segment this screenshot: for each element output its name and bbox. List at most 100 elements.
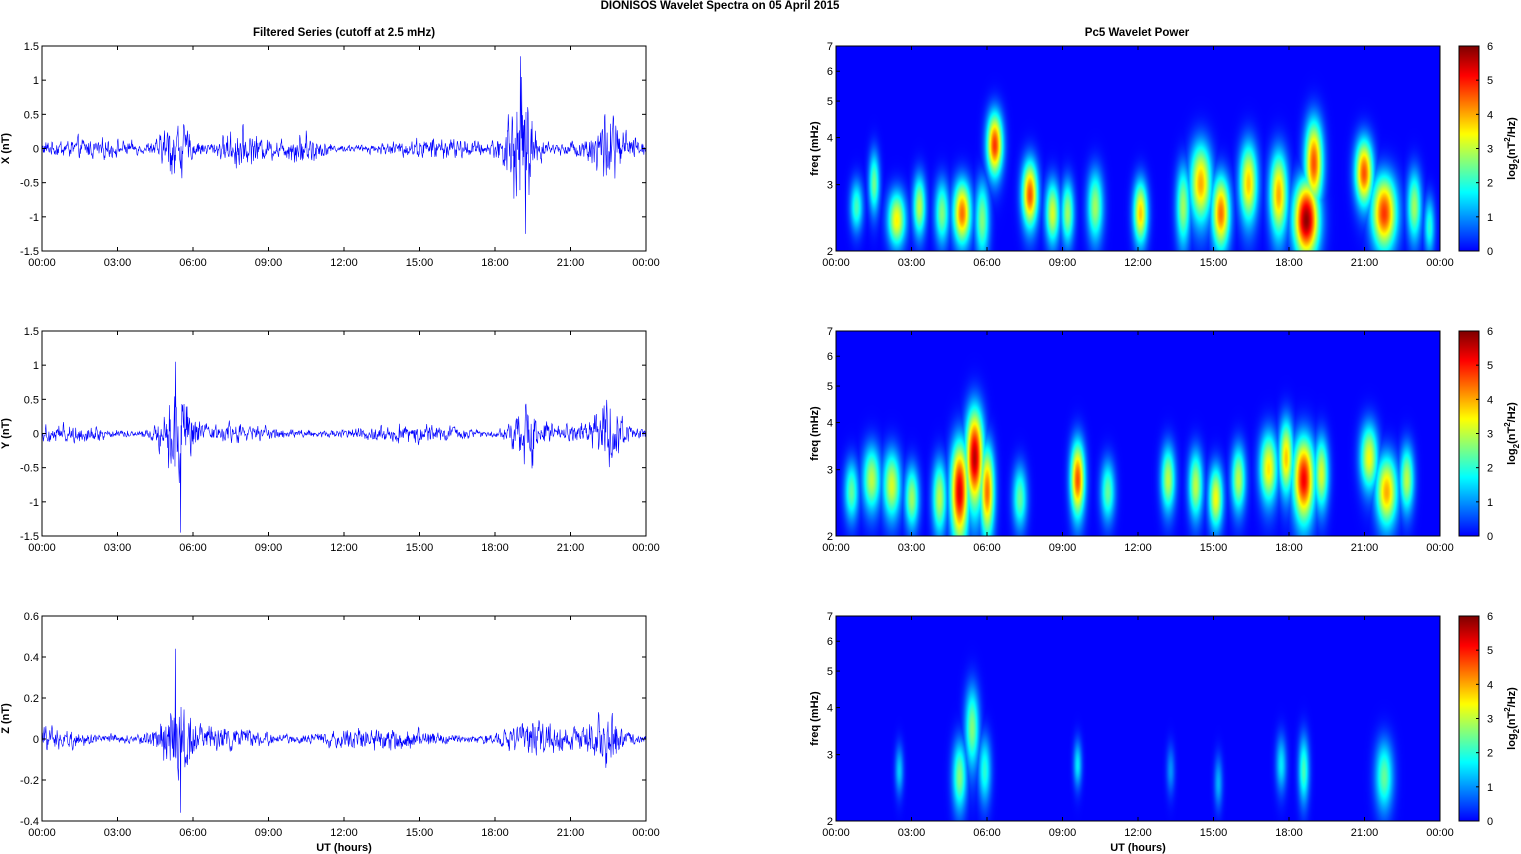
- y-series-panel: -1.5 -1 -0.5 0 0.5 1 1.5 00:00 03:00 06:00 09:00 12…: [0, 326, 660, 554]
- y-series-ylabel: Y (nT): [0, 418, 12, 449]
- z-wavelet-colorbar-tick-label: 4: [1487, 679, 1493, 691]
- x-series-ytick-label: -0.5: [20, 178, 39, 190]
- z-wavelet-xtick-label: 09:00: [1049, 827, 1077, 839]
- left-column-title: Filtered Series (cutoff at 2.5 mHz): [253, 27, 435, 39]
- z-series-trace: [41, 648, 647, 813]
- z-series-xtick-label: 09:00: [255, 827, 283, 839]
- z-series-ylabel: Z (nT): [0, 703, 12, 734]
- y-wavelet-colorbar-tick-label: 6: [1487, 326, 1493, 338]
- x-wavelet-colorbar-tick-label: 0: [1487, 246, 1493, 258]
- y-wavelet-xtick-label: 12:00: [1124, 542, 1152, 554]
- y-wavelet-xtick-label: 18:00: [1275, 542, 1303, 554]
- right-column-title: Pc5 Wavelet Power: [1085, 27, 1190, 39]
- y-series-xtick-label: 06:00: [179, 542, 207, 554]
- z-wavelet-ytick-label: 5: [827, 666, 833, 678]
- z-wavelet-ytick-label: 3: [827, 750, 833, 762]
- y-series-xtick-label: 15:00: [406, 542, 434, 554]
- x-wavelet-xtick-label: 09:00: [1049, 257, 1077, 269]
- x-wavelet-ytick-label: 6: [827, 66, 833, 78]
- x-series-ylabel: X (nT): [0, 133, 12, 164]
- x-series-ytick-label: -1.5: [20, 246, 39, 258]
- z-wavelet-colorbar-label: log2(nT2/Hz): [1503, 687, 1521, 750]
- y-wavelet-xtick-label: 03:00: [898, 542, 926, 554]
- y-series-xtick-label: 12:00: [330, 542, 358, 554]
- z-series-xtick-label: 12:00: [330, 827, 358, 839]
- y-wavelet-heatmap: [836, 331, 1440, 536]
- y-series-ytick-label: 0.5: [24, 394, 39, 406]
- y-series-xtick-label: 18:00: [481, 542, 509, 554]
- z-series-xtick-label: 06:00: [179, 827, 207, 839]
- z-series-ytick-label: 0.2: [24, 693, 39, 705]
- z-wavelet-ytick-label: 7: [827, 611, 833, 623]
- y-wavelet-axes: 2 3 4 5 6 7 00:00 03:00 06:00 09:00 12:00 15:00 18:0…: [809, 326, 1521, 554]
- x-series-ytick-label: -1: [29, 212, 39, 224]
- z-series-xtick-label: 21:00: [557, 827, 585, 839]
- x-series-trace: [41, 56, 647, 234]
- y-wavelet-colorbar-label: log2(nT2/Hz): [1503, 402, 1521, 465]
- z-wavelet-xtick-label: 15:00: [1200, 827, 1228, 839]
- z-wavelet-colorbar-tick-label: 6: [1487, 611, 1493, 623]
- x-wavelet-xtick-label: 12:00: [1124, 257, 1152, 269]
- figure-suptitle: DIONISOS Wavelet Spectra on 05 April 201…: [601, 0, 840, 12]
- y-series-ytick-label: -1: [29, 497, 39, 509]
- y-wavelet-ytick-label: 6: [827, 351, 833, 363]
- y-series-xtick-label: 03:00: [104, 542, 132, 554]
- z-wavelet-axes: 2 3 4 5 6 7 00:00 03:00 06:00 09:00 12:00 15:00 18:0…: [809, 611, 1521, 854]
- x-wavelet-ytick-label: 5: [827, 96, 833, 108]
- y-series-trace: [41, 361, 647, 533]
- y-wavelet-colorbar: [1459, 331, 1479, 536]
- x-wavelet-xtick-label: 15:00: [1200, 257, 1228, 269]
- y-series-xtick-label: 00:00: [28, 542, 56, 554]
- x-wavelet-ytick-label: 4: [827, 133, 833, 145]
- z-wavelet-ytick-label: 4: [827, 703, 833, 715]
- z-series-xlabel: UT (hours): [316, 842, 372, 854]
- z-wavelet-xlabel: UT (hours): [1110, 842, 1166, 854]
- x-series-xtick-label: 12:00: [330, 257, 358, 269]
- z-wavelet-xtick-label: 06:00: [973, 827, 1001, 839]
- x-series-xtick-label: 00:00: [28, 257, 56, 269]
- x-wavelet-xtick-label: 03:00: [898, 257, 926, 269]
- x-wavelet-colorbar: [1459, 46, 1479, 251]
- y-series-xtick-label: 21:00: [557, 542, 585, 554]
- y-wavelet-ytick-label: 5: [827, 381, 833, 393]
- x-series-panel: -1.5 -1 -0.5 0 0.5 1 1.5 00:00 03:00 06:00 09:00 12…: [0, 41, 660, 269]
- x-series-xtick-label: 06:00: [179, 257, 207, 269]
- x-wavelet-ytick-label: 2: [827, 246, 833, 258]
- y-series-xtick-label: 09:00: [255, 542, 283, 554]
- x-series-ytick-label: 0.5: [24, 109, 39, 121]
- x-wavelet-xtick-label: 18:00: [1275, 257, 1303, 269]
- y-wavelet-ytick-label: 7: [827, 326, 833, 338]
- y-wavelet-xtick-label: 00:00: [1426, 542, 1454, 554]
- x-wavelet-xtick-label: 06:00: [973, 257, 1001, 269]
- x-wavelet-colorbar-tick-label: 3: [1487, 144, 1493, 156]
- x-wavelet-colorbar-label: log2(nT2/Hz): [1503, 117, 1521, 180]
- z-series-xtick-label: 00:00: [28, 827, 56, 839]
- x-series-ytick-label: 0: [33, 144, 39, 156]
- z-wavelet-xtick-label: 21:00: [1351, 827, 1379, 839]
- z-wavelet-colorbar-tick-label: 1: [1487, 782, 1493, 794]
- z-wavelet-xtick-label: 03:00: [898, 827, 926, 839]
- y-series-ytick-label: -1.5: [20, 531, 39, 543]
- z-wavelet-colorbar-tick-label: 0: [1487, 816, 1493, 828]
- z-wavelet-heatmap: [836, 616, 1440, 821]
- y-wavelet-colorbar-tick-label: 4: [1487, 394, 1493, 406]
- z-wavelet-xtick-label: 00:00: [822, 827, 850, 839]
- x-series-ytick-label: 1.5: [24, 41, 39, 53]
- z-series-ytick-label: -0.2: [20, 775, 39, 787]
- y-wavelet-ytick-label: 3: [827, 465, 833, 477]
- x-series-xtick-label: 03:00: [104, 257, 132, 269]
- y-wavelet-xtick-label: 21:00: [1351, 542, 1379, 554]
- x-wavelet-xtick-label: 00:00: [822, 257, 850, 269]
- z-wavelet-xtick-label: 18:00: [1275, 827, 1303, 839]
- y-wavelet-xtick-label: 00:00: [822, 542, 850, 554]
- y-wavelet-colorbar-tick-label: 5: [1487, 360, 1493, 372]
- x-wavelet-ylabel: freq (mHz): [809, 121, 821, 176]
- x-series-xtick-label: 00:00: [632, 257, 660, 269]
- x-wavelet-ytick-label: 3: [827, 180, 833, 192]
- x-series-ytick-label: 1: [33, 75, 39, 87]
- z-wavelet-colorbar-tick-label: 2: [1487, 748, 1493, 760]
- z-wavelet-ytick-label: 6: [827, 636, 833, 648]
- x-wavelet-ytick-label: 7: [827, 41, 833, 53]
- z-series-plot-area: [42, 616, 646, 821]
